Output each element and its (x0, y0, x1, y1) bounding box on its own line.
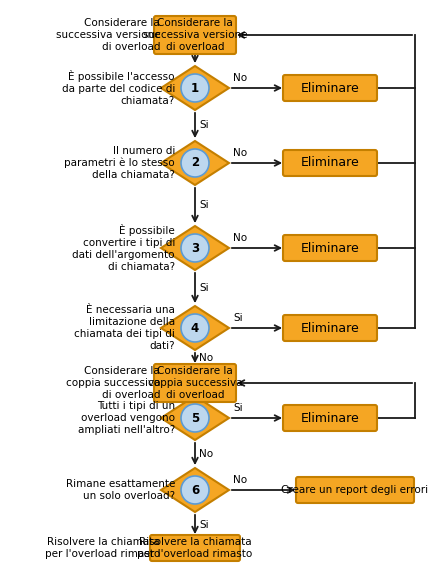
Circle shape (181, 74, 209, 102)
FancyBboxPatch shape (283, 235, 377, 261)
Circle shape (181, 404, 209, 432)
FancyBboxPatch shape (154, 364, 236, 402)
Text: Considerare la
successiva versione
di overload: Considerare la successiva versione di ov… (143, 18, 247, 52)
Text: È possibile l'accesso
da parte del codice di
chiamata?: È possibile l'accesso da parte del codic… (62, 70, 175, 106)
Text: Eliminare: Eliminare (301, 157, 359, 169)
Text: No: No (199, 449, 213, 459)
FancyBboxPatch shape (150, 535, 240, 561)
FancyBboxPatch shape (154, 16, 236, 54)
Text: No: No (199, 353, 213, 363)
Polygon shape (161, 396, 229, 440)
Text: Considerare la
coppia successiva
di overload: Considerare la coppia successiva di over… (66, 366, 160, 400)
FancyBboxPatch shape (283, 315, 377, 341)
FancyBboxPatch shape (283, 75, 377, 101)
Text: No: No (233, 233, 247, 243)
Text: Si: Si (199, 120, 209, 131)
Text: Il numero di
parametri è lo stesso
della chiamata?: Il numero di parametri è lo stesso della… (64, 146, 175, 180)
Circle shape (181, 476, 209, 504)
Text: Si: Si (199, 283, 209, 293)
Text: No: No (233, 73, 247, 83)
Text: 6: 6 (191, 483, 199, 496)
Text: È necessaria una
limitazione della
chiamata dei tipi di
dati?: È necessaria una limitazione della chiam… (74, 305, 175, 351)
Circle shape (181, 314, 209, 342)
Circle shape (181, 234, 209, 262)
Text: 5: 5 (191, 412, 199, 425)
Polygon shape (161, 306, 229, 350)
Text: Eliminare: Eliminare (301, 321, 359, 335)
Text: 4: 4 (191, 321, 199, 335)
Text: Risolvere la chiamata
per l'overload rimasto: Risolvere la chiamata per l'overload rim… (45, 537, 160, 559)
Text: 3: 3 (191, 242, 199, 254)
FancyBboxPatch shape (283, 150, 377, 176)
Text: Eliminare: Eliminare (301, 82, 359, 95)
Text: Si: Si (199, 519, 209, 530)
Text: Tutti i tipi di un
overload vengono
ampliati nell'altro?: Tutti i tipi di un overload vengono ampl… (78, 401, 175, 435)
Text: Eliminare: Eliminare (301, 242, 359, 254)
Polygon shape (161, 468, 229, 512)
Text: Rimane esattamente
un solo overload?: Rimane esattamente un solo overload? (66, 479, 175, 501)
Polygon shape (161, 226, 229, 270)
Text: No: No (233, 148, 247, 158)
Text: 2: 2 (191, 157, 199, 169)
Polygon shape (161, 66, 229, 110)
Text: Creare un report degli errori: Creare un report degli errori (281, 485, 429, 495)
Text: Si: Si (233, 403, 243, 413)
Text: È possibile
convertire i tipi di
dati dell'argomento
di chiamata?: È possibile convertire i tipi di dati de… (73, 224, 175, 272)
Text: Risolvere la chiamata
per l'overload rimasto: Risolvere la chiamata per l'overload rim… (137, 537, 253, 559)
Circle shape (181, 149, 209, 177)
Text: Considerare la
coppia successiva
di overload: Considerare la coppia successiva di over… (148, 366, 242, 400)
Text: Considerare la
successiva versione
di overload: Considerare la successiva versione di ov… (55, 18, 160, 52)
Text: No: No (233, 475, 247, 485)
Text: Eliminare: Eliminare (301, 412, 359, 425)
Text: 1: 1 (191, 82, 199, 95)
Text: Si: Si (199, 201, 209, 210)
Polygon shape (161, 141, 229, 185)
FancyBboxPatch shape (296, 477, 414, 503)
FancyBboxPatch shape (283, 405, 377, 431)
Text: Si: Si (233, 313, 243, 323)
